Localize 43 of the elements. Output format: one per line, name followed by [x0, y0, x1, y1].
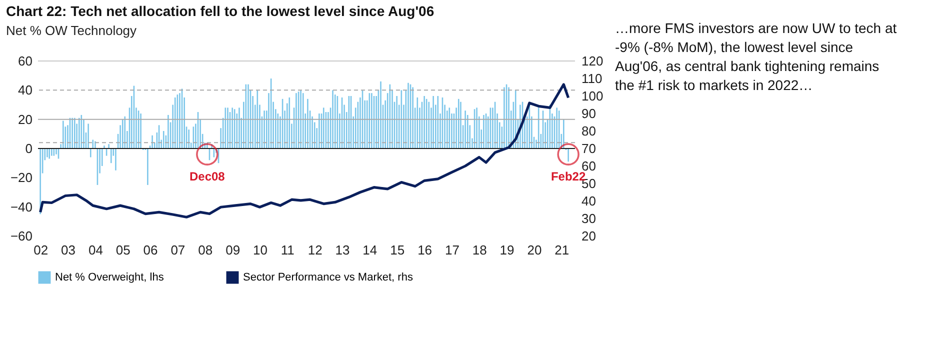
x-tick-label: 20 [527, 242, 542, 258]
y-tick-label: −20 [10, 170, 32, 186]
y-tick-label: 0 [25, 141, 32, 156]
y2-tick-label: 100 [582, 88, 604, 104]
x-tick-label: 12 [308, 242, 322, 258]
y-tick-label: −40 [10, 199, 32, 214]
annotation: Dec08 [189, 169, 226, 184]
x-tick-label: 13 [335, 242, 350, 258]
x-tick-label: 11 [280, 242, 294, 258]
y2-tick-label: 80 [582, 124, 596, 138]
y-tick-label: −60 [10, 228, 32, 244]
text: …more FMS investors are now UW to tech at -9% (-8% MoM), the lowest level since Aug'06, as central bank tightening remains the #1 risk to markets in 2022… [615, 20, 897, 93]
y2-tick-label: 110 [582, 71, 602, 86]
x-tick-label: 10 [252, 242, 268, 258]
y-tick-label: 60 [18, 54, 32, 68]
y2-tick-label: 30 [582, 211, 596, 226]
x-tick-label: 09 [226, 242, 240, 258]
x-tick-label: 16 [418, 242, 432, 258]
x-tick-label: 17 [444, 242, 460, 258]
x-tick-label: 14 [362, 242, 378, 258]
y-tick-label: 20 [18, 112, 32, 127]
chart-subtitle: Net % OW Technology [6, 23, 138, 38]
y2-tick-label: 20 [582, 228, 596, 244]
x-tick-label: 21 [554, 242, 570, 258]
y2-tick-label: 70 [582, 141, 596, 156]
x-tick-label: 02 [34, 242, 48, 258]
x-tick-label: 18 [472, 242, 487, 258]
x-tick-label: 04 [88, 242, 103, 258]
x-tick-label: 19 [500, 242, 514, 258]
y-tick-label: 40 [18, 82, 32, 98]
y2-tick-label: 120 [582, 54, 604, 68]
y2-tick-label: 90 [582, 106, 596, 121]
y2-tick-label: 40 [582, 194, 596, 208]
x-tick-label: 15 [390, 242, 405, 258]
x-tick-label: 07 [170, 242, 186, 258]
chart-title: Chart 22: Tech net allocation fell to the lowest level since Aug'06 [6, 3, 434, 19]
x-tick-label: 05 [116, 242, 130, 258]
legend-label: Sector Performance vs Market, rhs [243, 272, 414, 284]
y2-tick-label: 60 [582, 158, 596, 174]
x-tick-label: 03 [61, 242, 76, 258]
legend-label: Net % Overweight, lhs [55, 272, 164, 284]
x-tick-label: 06 [143, 242, 158, 258]
x-tick-label: 08 [198, 242, 213, 258]
